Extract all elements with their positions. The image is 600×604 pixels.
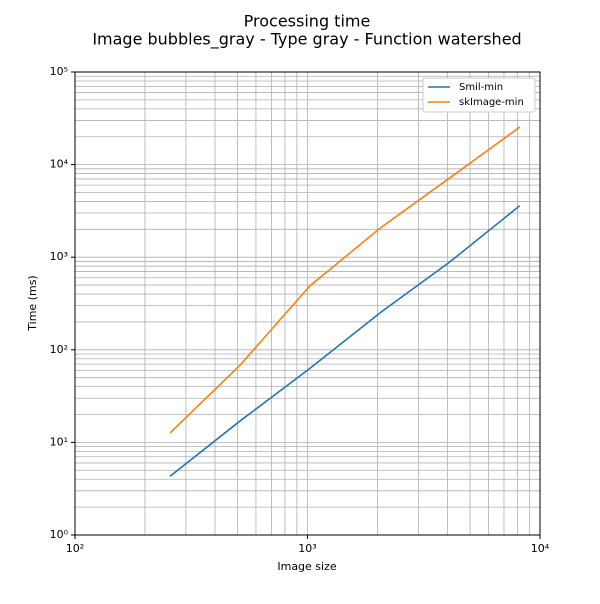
y-axis-label: Time (ms) bbox=[26, 275, 39, 331]
legend-box bbox=[422, 77, 536, 113]
y-tick-label: 10⁵ bbox=[50, 65, 68, 78]
y-tick-label: 10³ bbox=[50, 250, 68, 263]
series-line bbox=[169, 126, 521, 434]
x-tick-label: 10⁴ bbox=[531, 542, 550, 555]
y-tick-label: 10¹ bbox=[50, 435, 68, 448]
x-tick-label: 10² bbox=[66, 542, 84, 555]
y-tick-label: 10⁰ bbox=[50, 528, 69, 541]
legend-label: skImage-min bbox=[459, 97, 524, 108]
x-tick-label: 10³ bbox=[298, 542, 316, 555]
plot-frame bbox=[74, 71, 541, 536]
x-axis-label: Image size bbox=[277, 560, 337, 573]
chart-subtitle: Image bubbles_gray - Type gray - Functio… bbox=[92, 30, 521, 50]
y-tick-label: 10² bbox=[50, 343, 68, 356]
series-line bbox=[169, 205, 521, 477]
y-tick-label: 10⁴ bbox=[50, 158, 69, 171]
legend-label: Smil-min bbox=[459, 82, 503, 93]
chart-title: Processing time bbox=[244, 12, 371, 31]
